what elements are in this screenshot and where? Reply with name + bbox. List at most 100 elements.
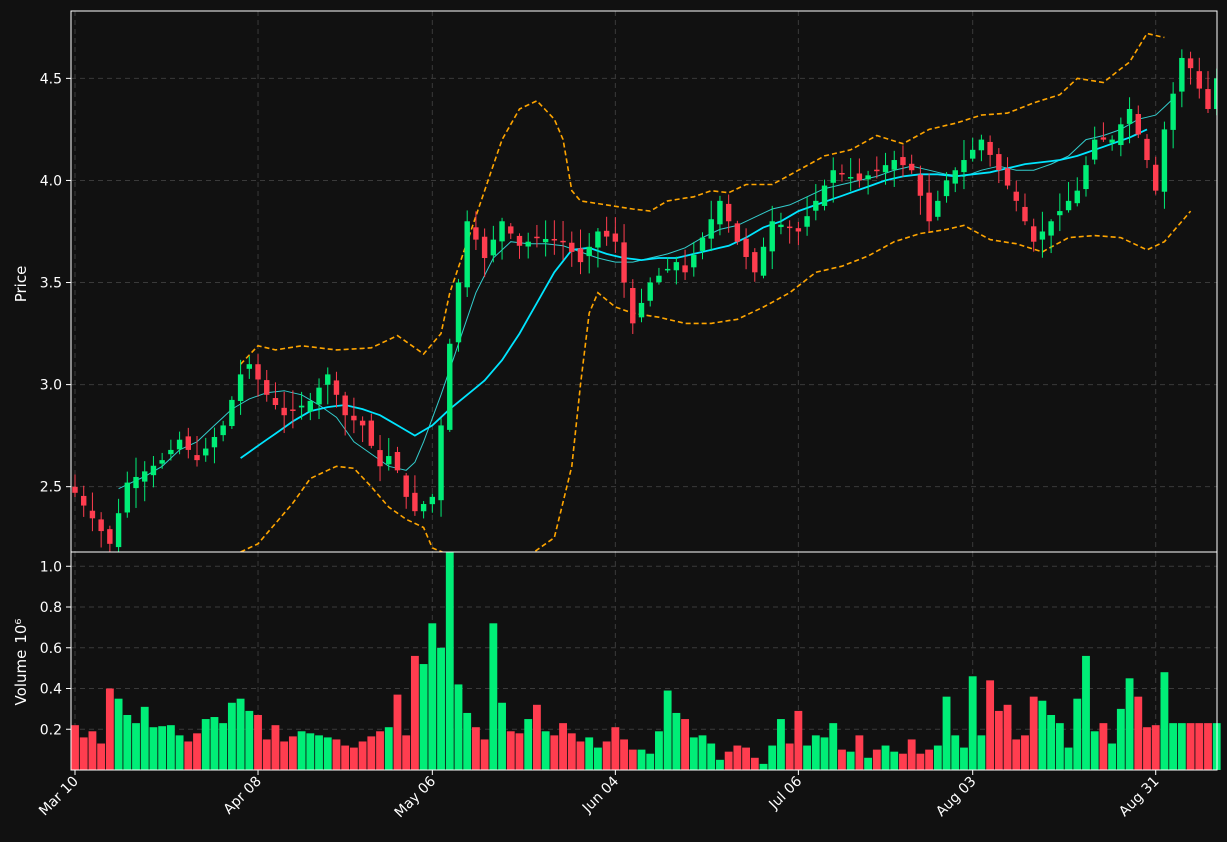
price-tick-label-2: 3.5: [40, 276, 62, 292]
volume-axis-exponent: 10⁶: [12, 619, 30, 644]
candle-body-125: [1161, 129, 1168, 192]
volume-bar-102: [960, 747, 968, 770]
candle-body-49: [499, 221, 505, 242]
volume-bar-15: [201, 719, 210, 770]
candle-body-16: [211, 436, 218, 448]
candle-body-88: [839, 172, 845, 175]
volume-bar-49: [498, 702, 506, 770]
candle-body-79: [760, 246, 767, 276]
candle-body-112: [1048, 221, 1054, 236]
volume-bar-32: [349, 747, 358, 770]
volume-bar-33: [358, 741, 367, 770]
candle-body-91: [865, 175, 871, 180]
candle-body-10: [159, 460, 165, 464]
volume-bar-93: [881, 745, 890, 770]
candle-body-116: [1083, 165, 1089, 190]
volume-bar-55: [550, 735, 559, 770]
candle-body-59: [586, 246, 592, 257]
candle-body-15: [203, 448, 209, 456]
candle-body-70: [682, 265, 688, 273]
candle-body-109: [1022, 206, 1028, 222]
candle-body-67: [656, 275, 662, 283]
volume-bar-3: [97, 743, 106, 770]
candle-body-71: [691, 254, 697, 268]
price-tick-label-3: 4.0: [40, 173, 62, 189]
candle-body-58: [577, 248, 584, 263]
volume-bar-14: [193, 733, 201, 770]
candle-body-43: [447, 343, 453, 430]
candle-body-129: [1196, 71, 1202, 89]
candle-body-8: [142, 471, 148, 482]
volume-bar-99: [933, 745, 942, 770]
volume-tick-label-0: 0.2: [40, 722, 62, 738]
volume-bar-47: [480, 739, 489, 770]
volume-bar-17: [219, 723, 228, 770]
volume-bar-85: [811, 735, 820, 770]
volume-axis-label-text: Volume: [12, 650, 30, 706]
candle-body-90: [856, 173, 863, 181]
volume-bar-119: [1108, 743, 1117, 770]
volume-bar-107: [1003, 704, 1012, 770]
candle-body-61: [603, 230, 610, 237]
volume-bar-64: [628, 749, 637, 770]
candle-body-100: [943, 180, 950, 197]
candle-body-34: [368, 420, 375, 446]
volume-bar-61: [602, 741, 611, 770]
volume-bar-40: [419, 664, 428, 770]
volume-bar-101: [951, 735, 960, 770]
candle-body-82: [786, 226, 793, 229]
volume-bar-56: [559, 723, 567, 770]
candle-body-87: [830, 170, 836, 183]
volume-bar-8: [140, 706, 149, 770]
volume-panel-frame: [70, 551, 1218, 771]
volume-bar-23: [271, 725, 280, 770]
candle-body-121: [1126, 108, 1133, 124]
volume-bar-106: [994, 710, 1003, 770]
volume-bar-126: [1169, 723, 1178, 770]
candle-body-25: [290, 409, 296, 411]
volume-bar-2: [88, 731, 97, 770]
candle-body-5: [115, 513, 122, 548]
volume-bar-10: [158, 726, 167, 770]
candle-body-56: [560, 240, 566, 243]
candle-body-22: [264, 380, 270, 395]
candle-body-123: [1144, 138, 1150, 161]
candle-body-73: [708, 219, 714, 239]
candle-body-51: [516, 235, 523, 246]
candle-body-19: [237, 374, 244, 401]
candle-body-69: [673, 262, 680, 271]
volume-bar-5: [114, 698, 123, 770]
candle-body-40: [420, 504, 427, 512]
candle-body-68: [664, 268, 671, 271]
price-tick-label-1: 3.0: [40, 378, 62, 394]
volume-bar-69: [672, 712, 681, 770]
volume-bar-65: [637, 749, 646, 770]
volume-bar-97: [916, 753, 925, 770]
volume-bar-6: [123, 714, 132, 770]
volume-bar-18: [227, 702, 236, 770]
volume-bar-27: [306, 733, 315, 770]
volume-bar-94: [890, 751, 899, 770]
candle-body-72: [699, 237, 706, 251]
volume-bar-118: [1099, 723, 1108, 770]
volume-bar-114: [1064, 747, 1073, 770]
volume-bar-67: [655, 731, 663, 770]
candle-body-9: [150, 465, 157, 476]
candle-body-12: [176, 439, 183, 450]
volume-bar-122: [1134, 696, 1143, 770]
candle-body-29: [325, 374, 331, 385]
candle-body-102: [961, 160, 967, 173]
volume-bar-63: [620, 739, 628, 770]
volume-bar-48: [489, 623, 498, 770]
candle-body-66: [647, 282, 653, 301]
volume-bar-123: [1143, 727, 1151, 770]
candle-body-122: [1135, 114, 1141, 135]
volume-bar-50: [506, 731, 515, 770]
candle-body-20: [246, 364, 253, 369]
candle-body-2: [89, 510, 96, 519]
candle-body-3: [98, 519, 104, 532]
candle-body-108: [1013, 191, 1019, 201]
candle-body-11: [168, 449, 174, 455]
candle-body-105: [987, 141, 993, 155]
volume-bar-59: [585, 737, 594, 770]
